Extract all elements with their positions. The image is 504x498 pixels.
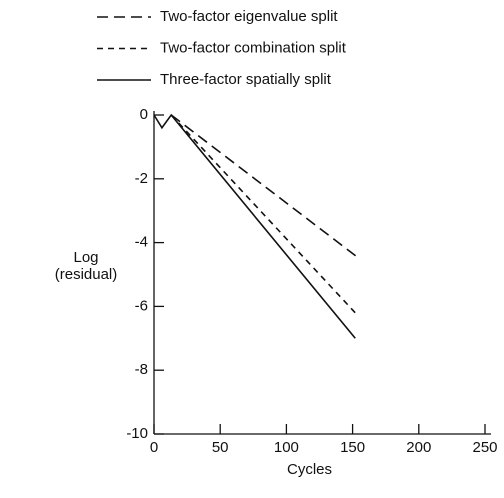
y-tick-label: -2 [135,170,148,187]
y-axis-label: Log [73,249,98,266]
y-tick-label: -10 [126,425,148,442]
y-axis-label: (residual) [55,266,118,283]
series-line [170,114,360,260]
y-tick-label: -4 [135,234,148,251]
series-line [153,113,356,339]
y-tick-label: 0 [140,106,148,123]
x-axis-label: Cycles [287,461,332,478]
y-tick-label: -6 [135,297,148,314]
x-tick-label: 100 [274,439,299,456]
x-tick-label: 250 [472,439,497,456]
series-line [170,114,356,314]
legend-label: Two-factor eigenvalue split [160,8,338,25]
x-tick-label: 200 [406,439,431,456]
x-tick-label: 150 [340,439,365,456]
legend-label: Three-factor spatially split [160,71,332,88]
x-tick-label: 50 [212,439,229,456]
y-tick-label: -8 [135,361,148,378]
legend-label: Two-factor combination split [160,39,347,56]
x-tick-label: 0 [150,439,158,456]
